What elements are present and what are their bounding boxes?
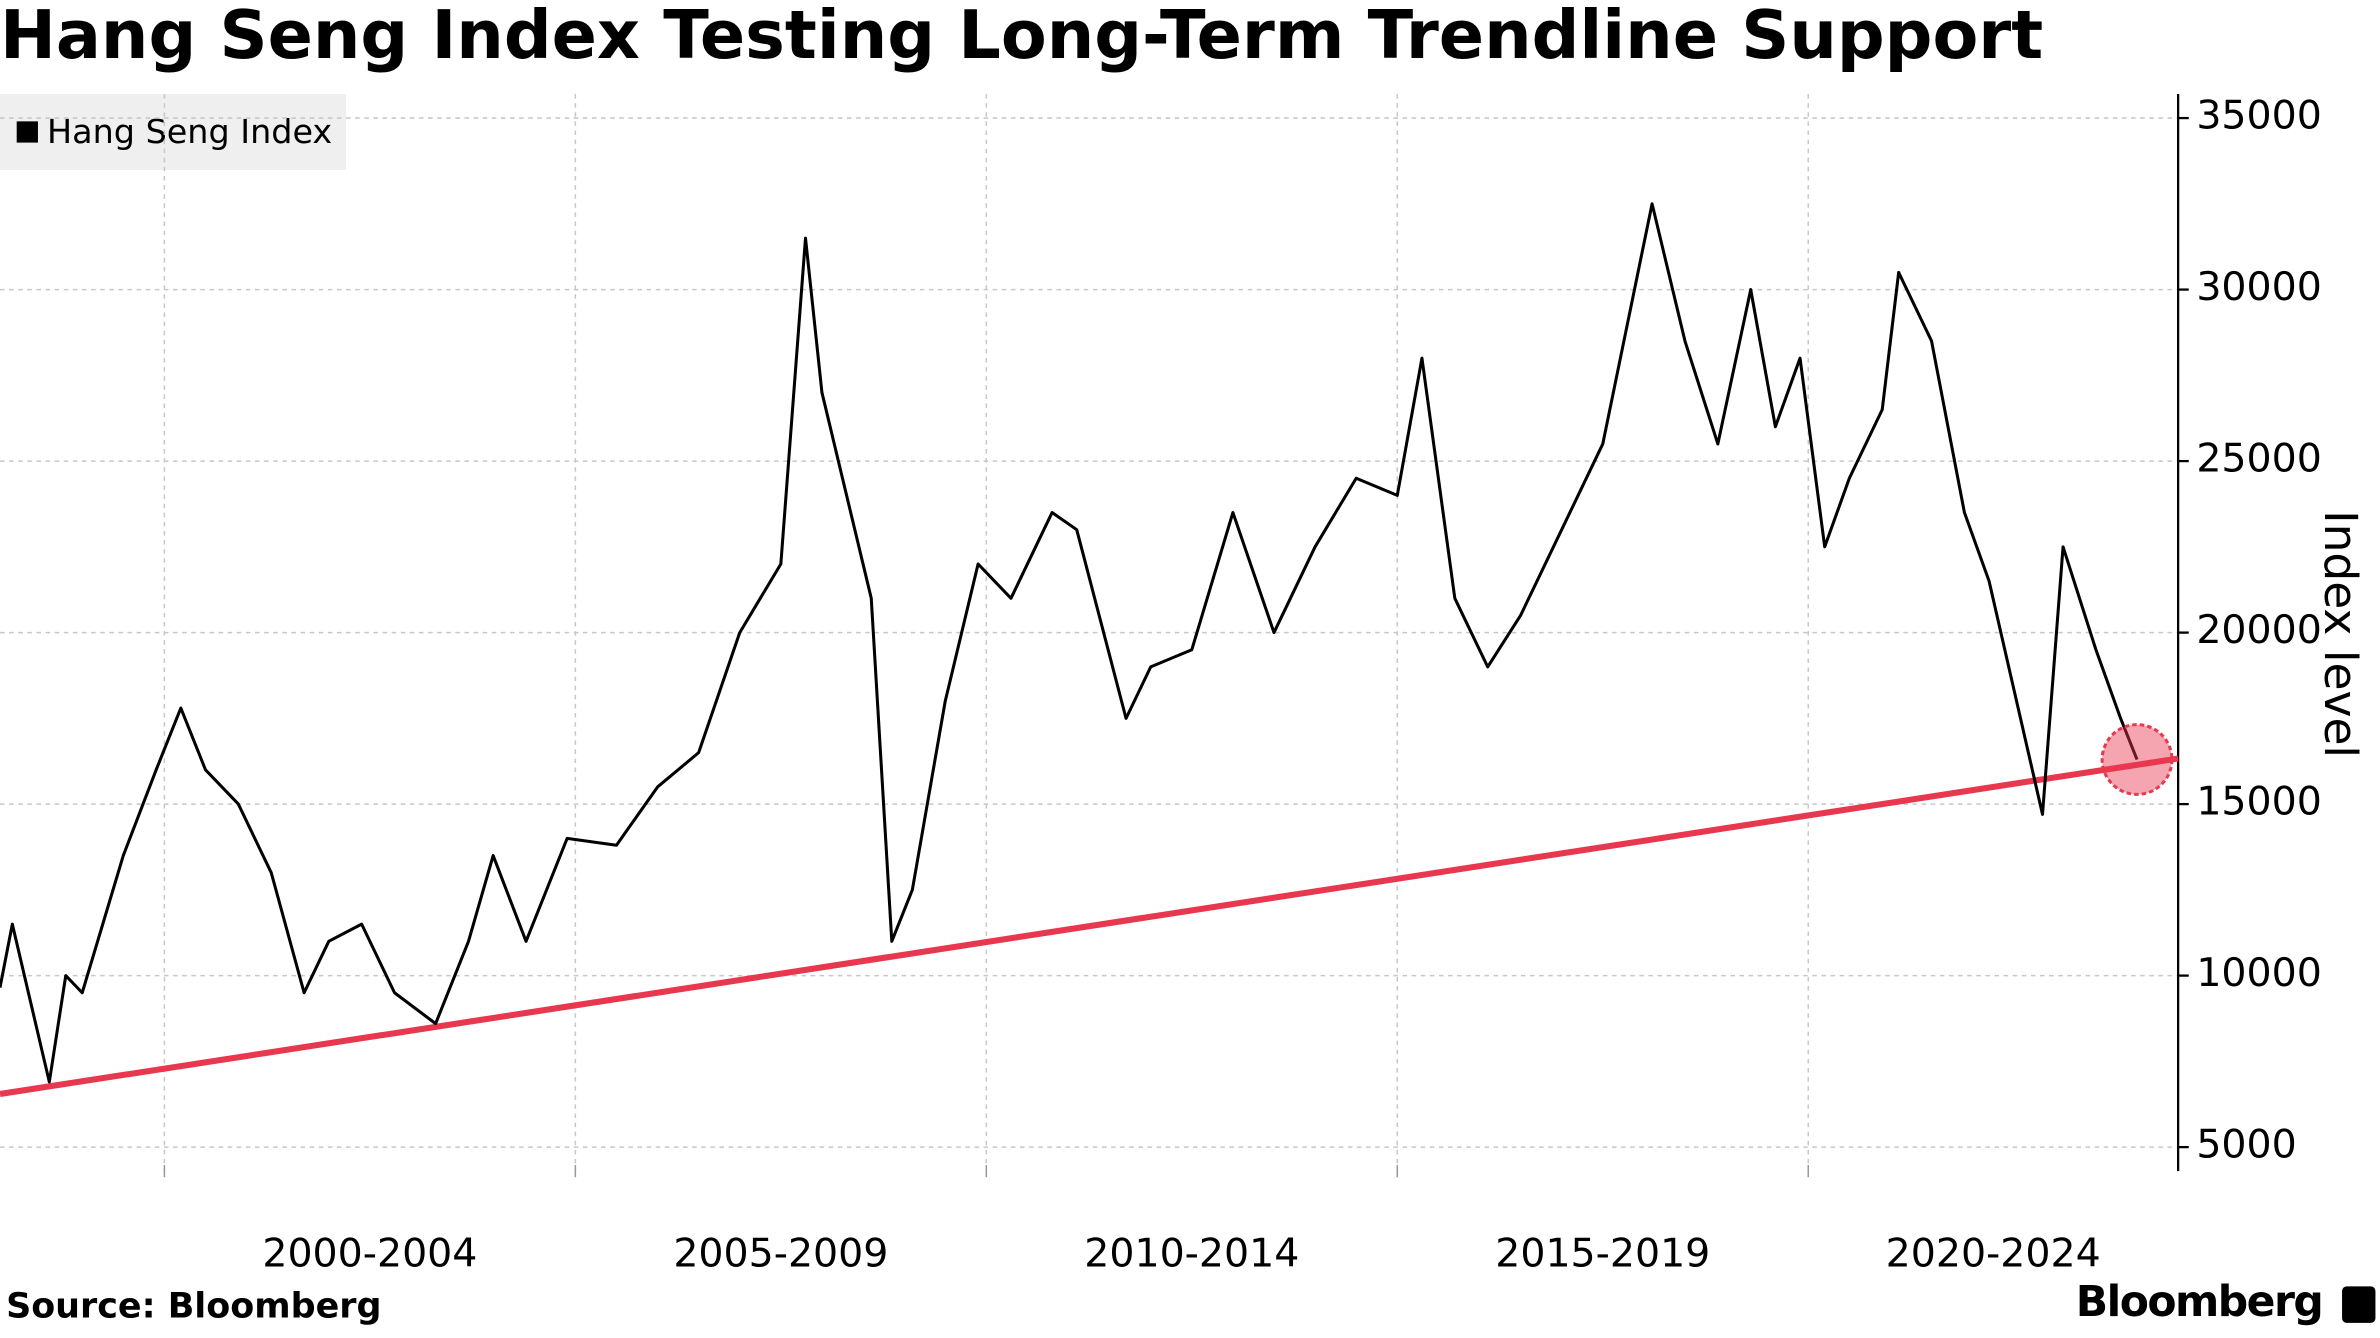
y-tick-label: 15000 xyxy=(2196,779,2322,825)
x-tick-label: 2010-2014 xyxy=(1084,1231,1299,1277)
y-tick-label: 10000 xyxy=(2196,950,2322,996)
chart-title: Hang Seng Index Testing Long-Term Trendl… xyxy=(0,0,2043,74)
source: Source: Bloomberg xyxy=(6,1287,381,1327)
y-tick-label: 30000 xyxy=(2196,264,2322,310)
index-line xyxy=(0,202,2139,1084)
y-tick-label: 5000 xyxy=(2196,1122,2296,1168)
brand-icon xyxy=(2342,1286,2376,1323)
y-tick-label: 25000 xyxy=(2196,436,2322,482)
highlight xyxy=(2100,723,2174,796)
x-tick-label: 2000-2004 xyxy=(262,1231,477,1277)
y-tick-label: 20000 xyxy=(2196,607,2322,653)
x-tick-label: 2005-2009 xyxy=(673,1231,888,1277)
legend-box xyxy=(0,94,347,170)
legend-swatch xyxy=(16,121,38,143)
legend-label: Hang Seng Index xyxy=(47,112,332,151)
x-tick-label: 2015-2019 xyxy=(1495,1231,1710,1277)
brand: Bloomberg xyxy=(2076,1278,2323,1327)
trendline xyxy=(0,755,2179,1097)
x-tick-label: 2020-2024 xyxy=(1886,1231,2101,1277)
y-axis-label: Index level xyxy=(2314,510,2367,758)
y-tick-label: 35000 xyxy=(2196,93,2322,139)
